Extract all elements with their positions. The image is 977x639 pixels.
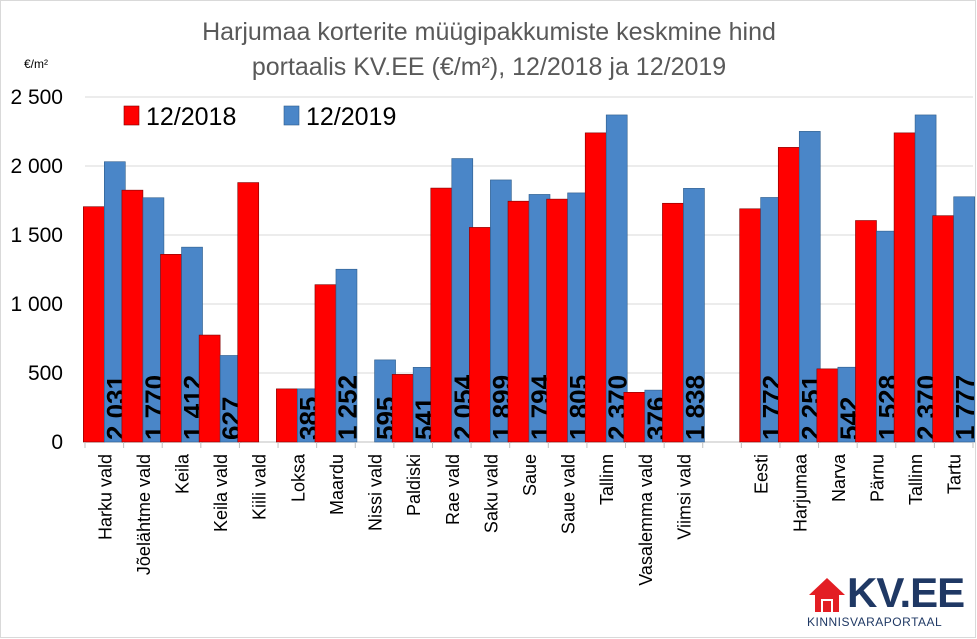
- y-tick-label: 2 000: [10, 155, 63, 178]
- y-tick-label: 1 000: [10, 293, 63, 316]
- x-tick-label: Saku vald: [481, 454, 501, 533]
- y-tick-label: 500: [28, 362, 63, 385]
- bar-2018: [237, 182, 260, 443]
- x-tick-label: Saue: [520, 454, 540, 496]
- x-tick-label: Viimsi vald: [674, 454, 694, 540]
- x-tick-label: Rae vald: [443, 454, 463, 525]
- x-tick-label: Tallinn: [597, 454, 617, 505]
- chart-title-line: portaalis KV.EE (€/m²), 12/2018 ja 12/20…: [252, 53, 726, 81]
- x-tick-label: Kiili vald: [250, 454, 270, 520]
- x-tick-label: Paldiski: [404, 454, 424, 516]
- legend-swatch-2019: [283, 105, 300, 126]
- bar-2019: [683, 188, 705, 443]
- bar-2019: [335, 268, 358, 443]
- x-tick-label: Maardu: [327, 454, 347, 515]
- x-tick-label: Tallinn: [906, 454, 926, 505]
- bar-2019: [953, 196, 975, 443]
- legend-label-2019: 12/2019: [306, 103, 396, 131]
- x-tick-label: Pärnu: [867, 454, 887, 502]
- bar-2019: [798, 131, 821, 443]
- x-tick-label: Harku vald: [95, 454, 115, 540]
- x-tick-label: Loksa: [288, 453, 308, 502]
- legend-swatch-2018: [123, 105, 140, 126]
- house-icon: [809, 578, 845, 612]
- legend-label-2018: 12/2018: [146, 103, 236, 131]
- bar-2019: [605, 114, 628, 443]
- chart-title-line: Harjumaa korterite müügipakkumiste keskm…: [202, 18, 776, 46]
- x-tick-label: Harjumaa: [790, 453, 810, 532]
- data-label: 1 252: [332, 375, 362, 440]
- x-tick-label: Eesti: [752, 454, 772, 494]
- y-tick-label: 2 500: [10, 86, 63, 109]
- x-tick-label: Jõelähtme vald: [134, 454, 154, 575]
- x-tick-label: Keila vald: [211, 454, 231, 532]
- data-label: 1 777: [950, 375, 977, 440]
- data-label: 1 838: [680, 375, 710, 440]
- x-tick-label: Narva: [829, 453, 849, 502]
- y-unit-label: €/m²: [24, 57, 48, 71]
- x-tick-label: Keila: [173, 453, 193, 494]
- x-tick-label: Nissi vald: [366, 454, 386, 531]
- kvee-logo: KV.EE KINNISVARAPORTAAL: [807, 569, 967, 633]
- logo-text: KV.EE: [847, 569, 965, 616]
- x-tick-label: Vasalemma vald: [636, 454, 656, 586]
- logo-tagline: KINNISVARAPORTAAL: [807, 615, 943, 629]
- y-tick-label: 0: [51, 431, 63, 454]
- y-tick-label: 1 500: [10, 224, 63, 247]
- x-tick-label: Saue vald: [559, 454, 579, 534]
- x-tick-label: Tartu: [945, 454, 965, 494]
